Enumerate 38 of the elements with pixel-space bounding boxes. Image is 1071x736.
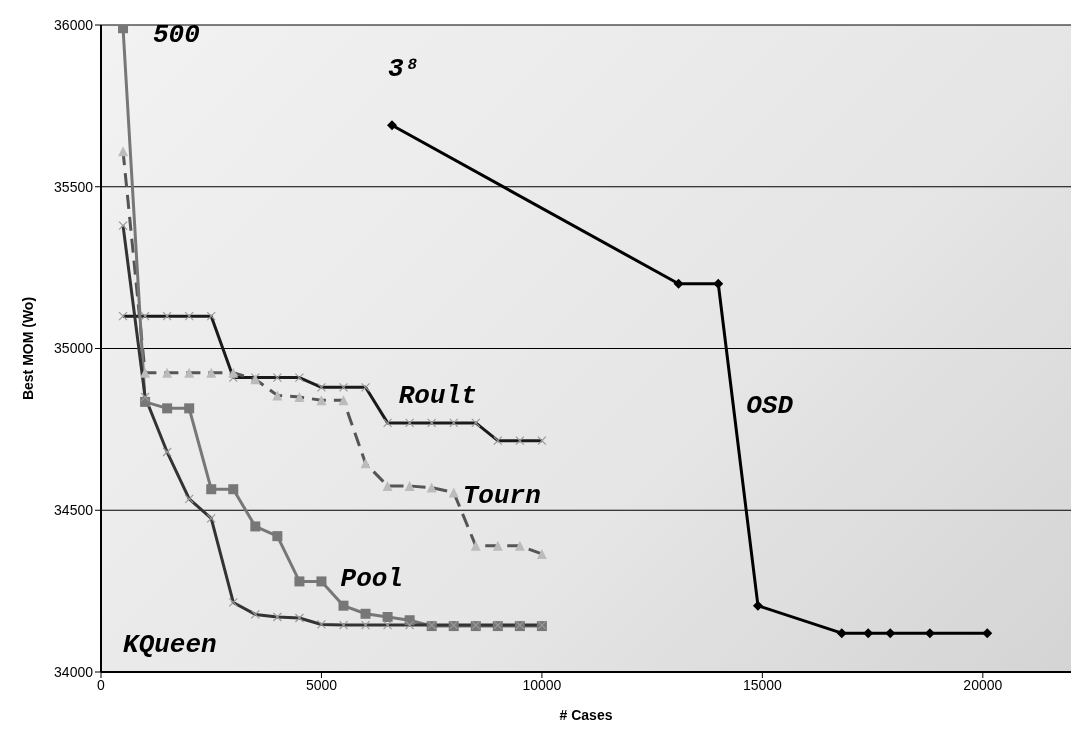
point [360,608,371,619]
point [752,600,763,611]
series-label: OSD [746,390,794,421]
x-tick-label: 5000 [305,676,338,693]
point [673,278,684,289]
point [162,403,173,414]
point [294,576,305,587]
point [118,25,129,34]
annotation: 500 [153,20,200,50]
series-label: Tourn [462,480,541,511]
point [982,628,993,639]
series-label: Roult [398,380,477,411]
x-tick-label: 10000 [522,676,562,693]
point [713,278,724,289]
series-label: Pool [340,563,403,594]
y-tick-label: 36000 [54,16,94,33]
x-tick-label: 20000 [963,676,1003,693]
point [184,403,195,414]
point [272,531,283,542]
point [338,600,349,611]
x-axis-title: # Cases [559,707,613,723]
y-tick-label: 34000 [54,663,94,680]
y-tick-label: 34500 [54,502,94,519]
y-axis-title: Best MOM (Wo) [19,296,36,401]
y-tick-label: 35000 [54,340,94,357]
x-tick-label: 0 [97,676,106,693]
y-tick-label: 35500 [54,178,94,195]
point [382,612,393,623]
point [206,484,217,495]
point [387,120,397,131]
point [250,521,261,532]
point [885,628,896,639]
point [836,628,847,639]
annotation: 3⁸ [388,54,420,84]
series-label: KQueen [123,629,217,660]
point [316,576,327,587]
x-tick-label: 15000 [742,676,783,693]
point [228,484,239,495]
